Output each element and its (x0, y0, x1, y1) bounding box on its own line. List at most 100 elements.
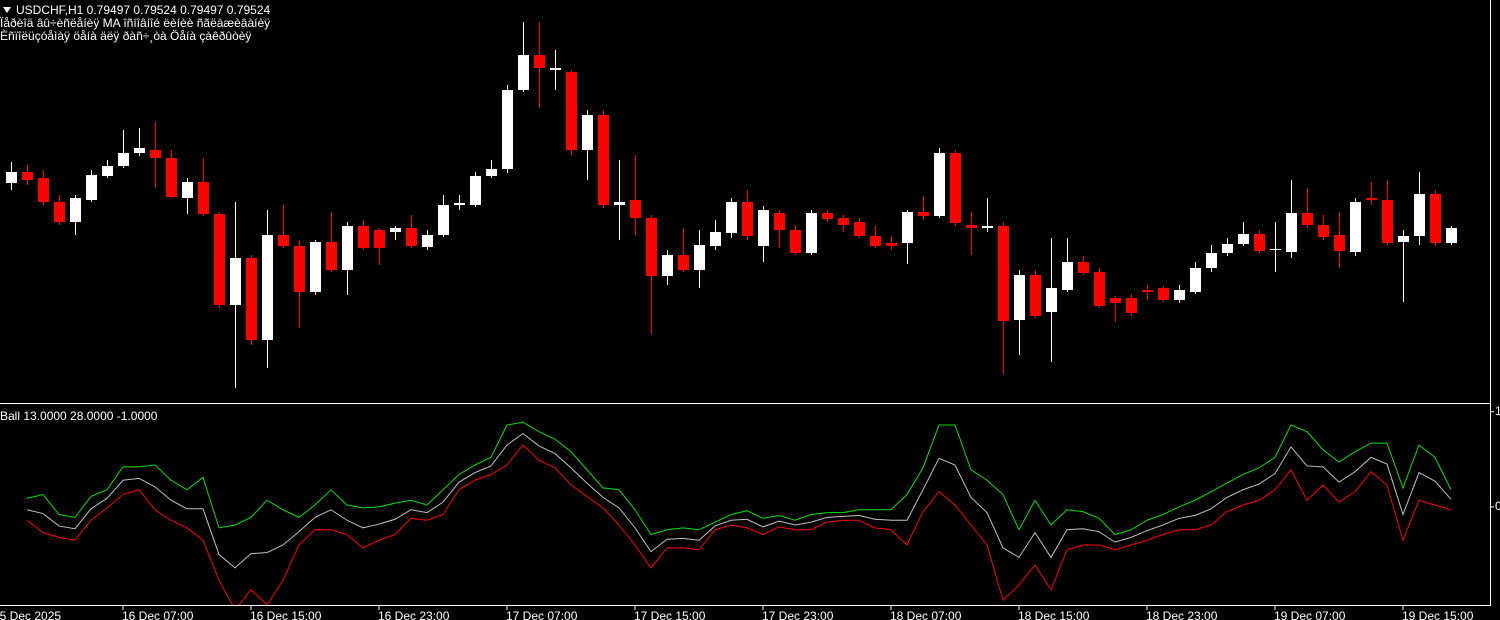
candle-body (1238, 234, 1249, 244)
axes: 16 Dec 07:00 16 Dec 15:00 16 Dec 23:00 17 D… (122, 404, 1500, 620)
candle-body (1062, 262, 1073, 290)
candle-body (502, 90, 513, 169)
candle-body (454, 203, 465, 205)
candle-body (518, 55, 529, 90)
candle-body (774, 213, 785, 230)
y-tick-label: 1 (1495, 404, 1500, 418)
candle-body (710, 232, 721, 246)
candle-body (86, 175, 97, 200)
candle-body (54, 202, 65, 222)
candle-body (982, 226, 993, 228)
candle-body (1158, 288, 1169, 300)
candle-body (966, 225, 977, 228)
indicator-line (26, 444, 1452, 605)
candle-body (102, 166, 113, 176)
candle-body (1318, 225, 1329, 237)
candle-body (358, 226, 369, 248)
candle-body (1014, 275, 1025, 320)
candle-body (1414, 194, 1425, 236)
candle-body (1126, 298, 1137, 313)
candle-body (534, 55, 545, 68)
candle-body (566, 72, 577, 150)
candle-body (726, 202, 737, 233)
price-pane (6, 22, 1457, 388)
candle-body (694, 245, 705, 270)
candle-body (582, 115, 593, 150)
candle-body (662, 255, 673, 276)
candle-body (1334, 235, 1345, 251)
candle-body (70, 198, 81, 222)
candle-body (1382, 200, 1393, 243)
candle-body (1206, 253, 1217, 268)
indicator-title: Ball 13.0000 28.0000 -1.0000 (0, 409, 158, 423)
candle-body (422, 235, 433, 247)
candle-body (214, 214, 225, 305)
candle-body (182, 182, 193, 198)
candle-body (262, 235, 273, 340)
candle-body (1078, 262, 1089, 273)
candle-body (1110, 298, 1121, 303)
candle-body (806, 213, 817, 253)
candle-body (134, 148, 145, 153)
indicator-pane (26, 421, 1452, 605)
candle-body (854, 222, 865, 236)
candle-body (1366, 198, 1377, 200)
annotation: Èñïîëüçóåìàÿ öåíà äëÿ ðàñ÷¸òà Öåíà çàêðû… (0, 28, 251, 43)
collapse-triangle[interactable] (3, 7, 11, 13)
candle-body (118, 153, 129, 166)
candle-body (902, 212, 913, 243)
annotation: Ïåðèîä âû÷èñëåíèÿ MA îñíîâíîé ëèíèè ñãëà… (0, 16, 270, 30)
x-tick-label: 17 Dec 15:00 (634, 609, 706, 620)
candle-body (1446, 228, 1457, 243)
candle-body (1030, 275, 1041, 316)
candle-body (1270, 249, 1281, 250)
candle-body (278, 235, 289, 246)
candle-body (166, 158, 177, 197)
candle-body (614, 202, 625, 205)
x-tick-label: 18 Dec 23:00 (1146, 609, 1218, 620)
candle-body (598, 115, 609, 205)
x-start-label: 15 Dec 2025 (0, 609, 61, 620)
y-tick-label: 0 (1495, 499, 1500, 513)
indicator-line (26, 421, 1452, 536)
candle-body (1430, 194, 1441, 243)
candle-body (1046, 288, 1057, 312)
candle-body (886, 243, 897, 246)
x-tick-label: 19 Dec 07:00 (1274, 609, 1346, 620)
candle-body (6, 172, 17, 183)
candle-body (294, 246, 305, 292)
x-tick-label: 17 Dec 23:00 (762, 609, 834, 620)
candle-body (1190, 268, 1201, 292)
candle-body (1174, 290, 1185, 300)
candle-body (406, 228, 417, 246)
candle-body (198, 182, 209, 214)
x-tick-label: 16 Dec 15:00 (250, 609, 322, 620)
candle-body (918, 212, 929, 216)
candle-body (838, 218, 849, 225)
candle-body (790, 230, 801, 253)
x-tick-label: 19 Dec 15:00 (1402, 609, 1474, 620)
candle-body (486, 169, 497, 176)
candle-body (230, 258, 241, 305)
indicator-line (26, 432, 1452, 569)
candle-body (678, 255, 689, 270)
candle-body (1142, 290, 1153, 292)
symbol-title: USDCHF,H1 0.79497 0.79524 0.79497 0.7952… (16, 3, 271, 17)
candle-body (934, 153, 945, 216)
candle-body (1254, 234, 1265, 251)
candle-body (150, 150, 161, 158)
candle-body (310, 242, 321, 292)
candle-body (1222, 244, 1233, 253)
candle-body (470, 176, 481, 205)
candle-body (870, 236, 881, 246)
candle-body (758, 210, 769, 246)
x-tick-label: 18 Dec 07:00 (890, 609, 962, 620)
candle-body (438, 205, 449, 235)
candle-body (646, 218, 657, 276)
candle-body (1094, 272, 1105, 306)
candle-body (38, 178, 49, 202)
candle-body (22, 172, 33, 180)
candle-body (1286, 213, 1297, 252)
candle-body (342, 226, 353, 270)
